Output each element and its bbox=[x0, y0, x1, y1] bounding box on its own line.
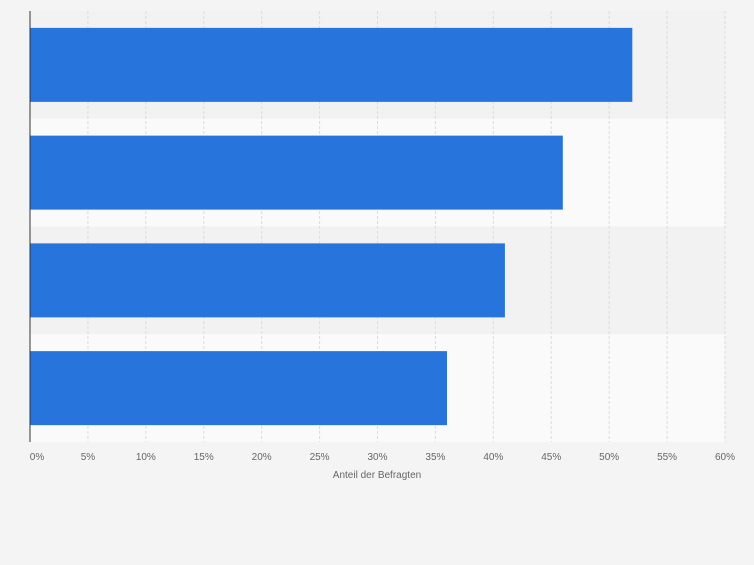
x-tick-label: 0% bbox=[30, 452, 45, 463]
x-tick-label: 35% bbox=[425, 452, 445, 463]
x-tick-label: 5% bbox=[81, 452, 96, 463]
x-tick-label: 55% bbox=[657, 452, 677, 463]
x-tick-label: 50% bbox=[599, 452, 619, 463]
x-tick-label: 25% bbox=[310, 452, 330, 463]
bar[interactable] bbox=[30, 135, 563, 210]
x-axis-title: Anteil der Befragten bbox=[333, 470, 421, 481]
x-tick-label: 10% bbox=[136, 452, 156, 463]
bar[interactable] bbox=[30, 351, 447, 426]
x-tick-label: 40% bbox=[483, 452, 503, 463]
x-tick-label: 15% bbox=[194, 452, 214, 463]
bar[interactable] bbox=[30, 27, 633, 102]
x-tick-labels: 0% 5% 10% 15% 20% 25% 30% 35% 40% 45% 50% 55% 60% bbox=[30, 452, 735, 463]
bar[interactable] bbox=[30, 243, 505, 318]
bars bbox=[30, 27, 633, 426]
x-tick-label: 30% bbox=[367, 452, 387, 463]
x-tick-label: 45% bbox=[541, 452, 561, 463]
x-tick-label: 20% bbox=[252, 452, 272, 463]
x-tick-label: 60% bbox=[715, 452, 735, 463]
